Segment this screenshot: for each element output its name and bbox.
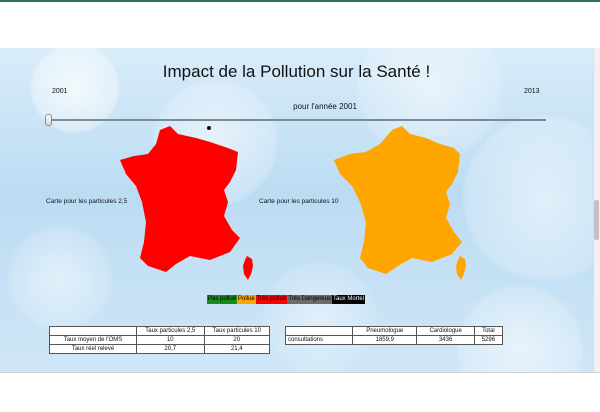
bottom-border (0, 372, 600, 373)
consultations-table: Pneumologue Cardiologue Total consultati… (285, 326, 504, 345)
map-label-particles-25: Carte pour les particules 2,5 (46, 198, 128, 205)
table-cell: 20,7 (136, 344, 205, 354)
legend-item-polluted: Pollué (237, 295, 256, 304)
table-header-cell (49, 326, 137, 336)
map-particles-10 (334, 126, 462, 274)
table-header-cell (285, 326, 353, 336)
table-row: Taux réel relevé 20,7 21,4 (49, 344, 271, 354)
pollution-legend: Pas pollué Pollué Très pollué Très Dange… (207, 295, 365, 304)
table-header-cell: Total (473, 326, 504, 336)
table-header-cell: Taux particules 10 (203, 326, 271, 336)
table-cell: 3436 (416, 335, 475, 345)
table-row: Taux moyen de l'OMS 10 20 (49, 335, 271, 345)
page-background (0, 48, 593, 372)
selected-year-caption: pour l'année 2001 (293, 102, 357, 111)
table-cell: consultations (285, 335, 353, 345)
table-cell: 5296 (473, 335, 504, 345)
table-cell: 10 (136, 335, 205, 345)
corsica-particles-10 (456, 256, 466, 280)
legend-item-very-dangerous: Très Dangereux (287, 295, 332, 304)
table-cell: 1859,9 (351, 335, 418, 345)
table-cell: Taux moyen de l'OMS (49, 335, 137, 345)
table-cell: Taux réel relevé (49, 344, 137, 354)
table-header-cell: Cardiologue (416, 326, 475, 336)
table-header-cell: Taux particules 2,5 (136, 326, 205, 336)
slider-max-label: 2013 (524, 88, 540, 95)
page-title: Impact de la Pollution sur la Santé ! (162, 62, 431, 81)
scrollbar-thumb[interactable] (594, 200, 599, 240)
oms-rates-table: Taux particules 2,5 Taux particules 10 T… (49, 326, 271, 354)
table-cell: 21,4 (203, 344, 271, 354)
table-header-cell: Pneumologue (351, 326, 418, 336)
table-header-row: Taux particules 2,5 Taux particules 10 (49, 326, 271, 336)
table-header-row: Pneumologue Cardiologue Total (285, 326, 504, 336)
slider-min-label: 2001 (52, 88, 68, 95)
legend-item-deadly: Taux Mortel (331, 295, 365, 304)
year-slider[interactable] (48, 119, 546, 121)
table-row: consultations 1859,9 3436 5296 (285, 335, 504, 345)
year-slider-handle[interactable] (45, 114, 52, 126)
legend-item-very-polluted: Très pollué (255, 295, 288, 304)
top-border (0, 0, 600, 2)
map-particles-25 (120, 126, 240, 272)
table-cell: 20 (203, 335, 271, 345)
map-marker-dot (207, 126, 211, 130)
corsica-particles-25 (243, 256, 253, 280)
map-label-particles-10: Carte pour les particules 10 (259, 198, 339, 205)
legend-item-not-polluted: Pas pollué (207, 295, 238, 304)
